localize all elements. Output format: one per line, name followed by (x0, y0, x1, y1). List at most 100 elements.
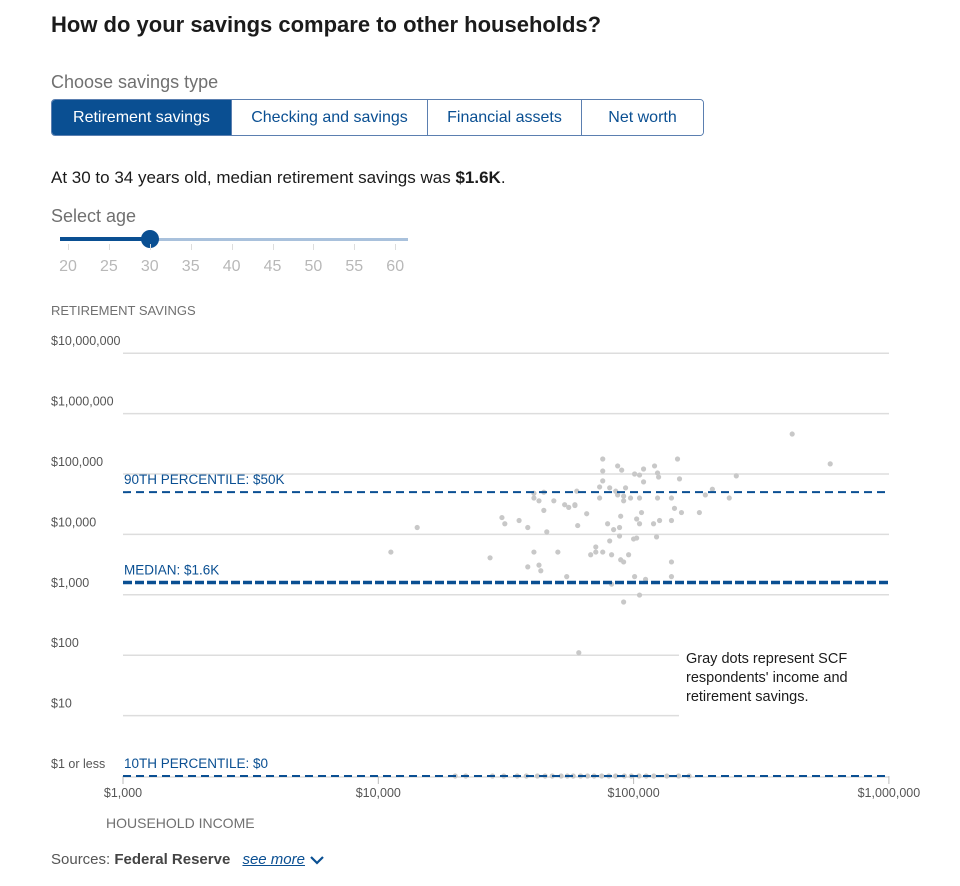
data-point (600, 456, 606, 462)
data-point (636, 521, 643, 527)
age-tick-55[interactable]: 55 (345, 258, 364, 275)
data-point (640, 479, 647, 485)
slider-thumb[interactable] (140, 230, 159, 248)
data-point (789, 431, 795, 437)
age-tick-mark (272, 244, 274, 250)
data-point (525, 564, 531, 570)
data-point (650, 521, 657, 527)
chevron-down-icon[interactable] (309, 854, 325, 866)
age-tick-mark (231, 244, 233, 250)
data-point (564, 574, 570, 580)
page-title: How do your savings compare to other hou… (51, 12, 602, 37)
data-point (634, 535, 640, 541)
age-tick-45[interactable]: 45 (263, 258, 282, 275)
data-point (668, 574, 675, 580)
data-point (702, 492, 708, 498)
x-axis-title: HOUSEHOLD INCOME (106, 815, 255, 831)
data-point (656, 474, 662, 480)
data-point (531, 549, 537, 555)
summary-prefix: At 30 to 34 years old, median retirement… (51, 168, 456, 187)
see-more-link[interactable]: see more (242, 851, 305, 868)
age-tick-mark (354, 244, 356, 250)
source-name: Federal Reserve (114, 851, 231, 868)
data-point (414, 524, 420, 531)
data-point (588, 552, 594, 558)
data-point (607, 485, 613, 491)
data-point (502, 521, 508, 527)
tab-net-worth[interactable]: Net worth (581, 100, 703, 135)
tab-retirement-savings[interactable]: Retirement savings (52, 100, 231, 135)
data-point (534, 773, 541, 779)
sources: Sources: Federal Reserve see more (51, 851, 325, 868)
age-slider[interactable] (0, 225, 420, 285)
data-point (676, 476, 683, 482)
data-point (616, 533, 623, 539)
y-axis-title: RETIREMENT SAVINGS (51, 303, 196, 318)
data-point (487, 555, 493, 561)
age-tick-mark (190, 244, 192, 250)
data-point (675, 773, 682, 779)
slider-track[interactable] (60, 238, 408, 241)
x-tick-label: $10,000 (356, 786, 401, 800)
data-point (621, 498, 627, 504)
data-point (544, 529, 550, 535)
data-point (608, 552, 615, 558)
data-point (584, 511, 590, 517)
age-tick-20[interactable]: 20 (59, 258, 77, 275)
data-point (733, 473, 739, 479)
data-point (664, 773, 670, 779)
scatter-chart: $10,000,000 $1,000,000 $100,000 $10,000 $1,0… (51, 334, 920, 800)
data-point (593, 549, 599, 555)
data-point (618, 513, 624, 519)
data-point (600, 468, 606, 474)
age-tick-mark (149, 244, 151, 250)
age-tick-mark (395, 244, 397, 250)
x-tick-label: $100,000 (608, 786, 660, 800)
data-point (531, 495, 537, 501)
data-point (671, 505, 678, 511)
age-tick-40[interactable]: 40 (222, 258, 241, 275)
data-point (516, 517, 522, 524)
data-point (668, 517, 675, 524)
data-point (631, 574, 638, 580)
age-tick-35[interactable]: 35 (181, 258, 200, 275)
age-tick-60[interactable]: 60 (386, 258, 405, 275)
y-tick-label: $100,000 (51, 455, 103, 469)
sources-label: Sources: (51, 851, 111, 868)
y-tick-label: $1,000,000 (51, 395, 114, 409)
data-point (636, 592, 643, 598)
data-point (627, 495, 634, 501)
summary-text: At 30 to 34 years old, median retirement… (51, 168, 506, 188)
data-point (611, 527, 617, 533)
y-tick-label: $1,000 (51, 576, 89, 590)
data-point (551, 498, 557, 504)
median-value: $1.6K (455, 168, 501, 187)
data-point (668, 495, 675, 501)
data-point (668, 559, 675, 565)
data-point (631, 471, 638, 477)
reference-line-label: MEDIAN: $1.6K (124, 562, 219, 577)
data-point (597, 484, 603, 490)
data-point (651, 463, 658, 469)
slider-fill (60, 237, 150, 241)
age-tick-25[interactable]: 25 (99, 258, 118, 275)
data-point (616, 524, 623, 531)
data-point (388, 549, 394, 555)
age-tick-30[interactable]: 30 (140, 258, 159, 275)
data-point (607, 538, 613, 544)
data-point (499, 514, 505, 521)
data-point (621, 493, 627, 499)
data-point (636, 773, 642, 779)
data-point (538, 568, 544, 574)
tab-financial-assets[interactable]: Financial assets (427, 100, 581, 135)
data-point (726, 495, 732, 501)
age-tick-50[interactable]: 50 (304, 258, 323, 275)
data-point (696, 509, 702, 516)
data-point (642, 576, 649, 582)
data-point (584, 773, 591, 779)
data-point (654, 495, 661, 501)
tab-checking-and-savings[interactable]: Checking and savings (231, 100, 427, 135)
data-point (572, 502, 578, 509)
data-point (536, 498, 542, 504)
x-tick-label: $1,000 (104, 786, 142, 800)
